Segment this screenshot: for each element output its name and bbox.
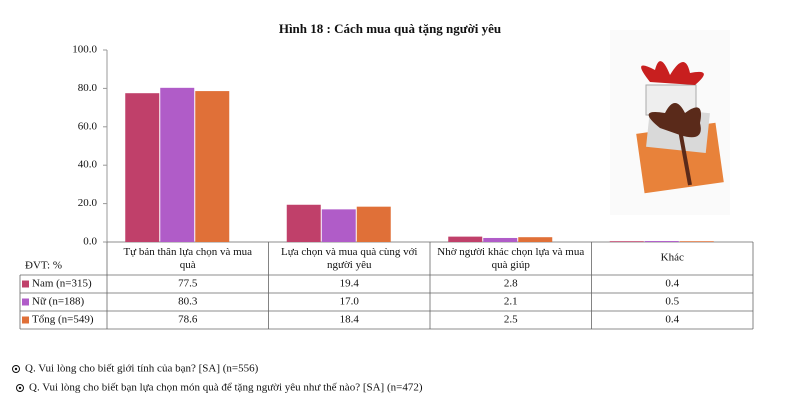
y-tick-label: 20.0	[78, 197, 98, 209]
legend-swatch	[22, 298, 29, 306]
x-tick-label: Tự bản thân lựa chọn và mua quà	[123, 246, 252, 271]
bar	[195, 91, 230, 242]
unit-label: ĐVT: %	[25, 260, 62, 272]
note: Q. Vui lòng cho biết giới tính của bạn? …	[25, 363, 259, 375]
table-value: 80.3	[178, 296, 198, 308]
table-value: 2.8	[504, 278, 518, 290]
bar	[644, 241, 679, 242]
gift-image	[610, 30, 730, 215]
legend-label: Tổng (n=549)	[32, 314, 94, 326]
bar	[518, 237, 553, 242]
y-tick-label: 100.0	[72, 44, 97, 56]
x-tick-label: Nhờ người khác chọn lựa và mua quà giúp	[437, 246, 584, 271]
legend-label: Nữ (n=188)	[32, 296, 85, 308]
table-value: 2.5	[504, 314, 518, 326]
legend-swatch	[22, 280, 29, 288]
bar	[286, 204, 321, 242]
note: Q. Vui lòng cho biết bạn lựa chọn món qu…	[29, 382, 423, 394]
y-tick-label: 0.0	[83, 236, 97, 248]
chart-title: Hình 18 : Cách mua quà tặng người yêu	[279, 21, 501, 36]
table-value: 0.4	[665, 314, 679, 326]
table-value: 19.4	[340, 278, 360, 290]
bar	[679, 241, 714, 242]
bar	[609, 241, 644, 242]
x-tick-label: Khác	[661, 252, 684, 264]
bar	[356, 206, 391, 242]
legend-swatch	[22, 316, 29, 324]
table-value: 0.4	[665, 278, 679, 290]
table-value: 2.1	[504, 296, 518, 308]
y-tick-label: 80.0	[78, 82, 98, 94]
legend-label: Nam (n=315)	[32, 278, 92, 290]
x-tick-label: Lựa chọn và mua quà cùng với người yêu	[281, 246, 417, 271]
bar	[448, 236, 483, 242]
bar	[125, 93, 160, 242]
table-value: 18.4	[340, 314, 360, 326]
y-tick-label: 40.0	[78, 159, 98, 171]
table-value: 17.0	[340, 296, 360, 308]
bar	[321, 209, 356, 242]
table-value: 0.5	[665, 296, 679, 308]
table-value: 77.5	[178, 278, 198, 290]
notes: Q. Vui lòng cho biết giới tính của bạn? …	[12, 363, 423, 394]
y-tick-label: 60.0	[78, 120, 98, 132]
bar	[160, 87, 195, 242]
bar	[483, 237, 518, 242]
table-value: 78.6	[178, 314, 198, 326]
